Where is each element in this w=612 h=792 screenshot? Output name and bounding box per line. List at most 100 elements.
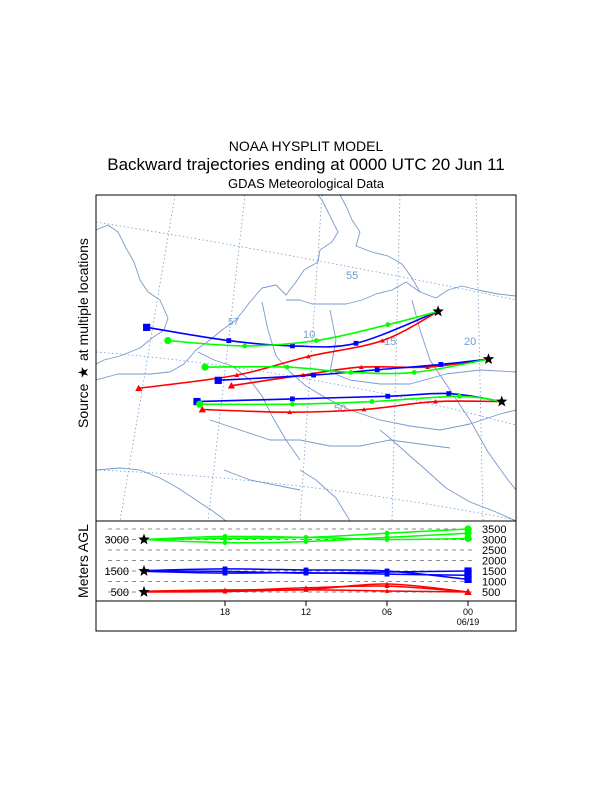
track-marker [425, 364, 430, 370]
lon-label-10: 10 [303, 329, 315, 341]
series-marker [222, 587, 228, 592]
series-marker [303, 539, 309, 544]
source-star-icon [482, 353, 495, 364]
series-marker [303, 535, 309, 540]
baltic-coast [339, 195, 516, 299]
track-marker [287, 409, 293, 415]
track-marker [348, 370, 354, 375]
series-marker [222, 540, 228, 546]
source-label-text: Source [75, 383, 91, 428]
series-marker [384, 568, 390, 574]
biscay-coast [96, 467, 227, 521]
series-marker [384, 581, 390, 586]
source-star-icon [496, 395, 508, 407]
track-south-3000 [196, 393, 502, 408]
longitude-line [391, 195, 401, 521]
track-marker [411, 370, 417, 375]
meters-agl-label: Meters AGL [75, 524, 91, 598]
track-marker [446, 391, 452, 396]
series-marker [384, 588, 390, 593]
track-marker [369, 399, 375, 404]
latitude-line [96, 351, 516, 426]
lat-label-50: 50 [334, 403, 346, 415]
baltic-south-coast [286, 281, 421, 305]
track-marker [227, 382, 236, 389]
track-marker [196, 400, 204, 408]
series-marker [303, 570, 309, 576]
border [261, 301, 516, 431]
right-tick-label: 3000 [482, 535, 506, 547]
right-tick-label: 2500 [482, 545, 506, 557]
title-model: NOAA HYSPLIT MODEL [228, 138, 384, 154]
series-marker [464, 529, 472, 537]
track-marker [284, 364, 290, 370]
map-panel: 55 50 10 15 20 57 [96, 195, 516, 521]
border [209, 419, 451, 449]
border [197, 351, 301, 461]
corner-label: 57 [228, 317, 240, 328]
series-marker [464, 571, 472, 579]
track-marker [374, 367, 380, 373]
track-marker [198, 405, 206, 413]
track-marker [385, 393, 391, 399]
track-marker [290, 396, 295, 402]
coastlines [96, 195, 516, 521]
border [411, 299, 516, 491]
source-star-icon [138, 565, 150, 576]
track-marker [311, 372, 316, 378]
graticule [96, 195, 516, 521]
longitude-line [475, 195, 484, 521]
track-marker [313, 338, 319, 343]
source-label: Source ★ at multiple locations [75, 238, 91, 428]
time-tick-label: 18 [220, 607, 230, 617]
series-marker [222, 570, 228, 576]
latitude-line [96, 221, 516, 301]
lon-label-20: 20 [464, 336, 476, 348]
track-south-1500 [193, 391, 502, 406]
date-label: 06/19 [457, 617, 480, 627]
track-north-3000 [164, 310, 439, 349]
right-tick-label: 1000 [482, 577, 506, 589]
profile-series [138, 525, 472, 597]
source-star-icon [138, 533, 150, 545]
track-middle-1500 [214, 358, 489, 384]
grid-labels: 55 50 10 15 20 57 [228, 270, 476, 415]
series-marker [384, 571, 390, 577]
track-marker [358, 364, 364, 370]
track-marker [438, 362, 444, 367]
track-marker [305, 354, 311, 359]
source-star-icon [138, 586, 150, 597]
track-marker [242, 343, 248, 349]
left-tick-label: 3000 [105, 535, 129, 547]
series-marker [464, 567, 472, 575]
track-line [204, 358, 489, 375]
track-marker [234, 372, 240, 377]
series-middle-1500 [143, 570, 472, 579]
track-south-500 [198, 399, 502, 415]
time-tick-label: 12 [301, 607, 311, 617]
source-label-suffix: at multiple locations [75, 238, 91, 361]
left-tick-label: 500 [111, 587, 129, 599]
track-north-500 [135, 310, 439, 392]
series-marker [303, 587, 309, 592]
track-marker [193, 397, 201, 406]
left-tick-label: 1500 [105, 566, 129, 578]
track-marker [433, 399, 438, 404]
series-south-500 [143, 581, 472, 595]
series-marker [384, 537, 390, 542]
adriatic-coast [379, 429, 516, 521]
right-tick-label: 1500 [482, 566, 506, 578]
track-line [196, 392, 502, 403]
series-marker [222, 566, 228, 572]
longitude-line [299, 195, 323, 521]
time-tick-label: 06 [382, 607, 392, 617]
longitude-line [207, 195, 246, 521]
track-marker [380, 338, 385, 343]
track-marker [226, 338, 232, 343]
map-frame [95, 194, 517, 522]
lat-label-55: 55 [346, 270, 358, 282]
source-star-icon: ★ [75, 366, 91, 379]
series-marker [464, 588, 472, 595]
